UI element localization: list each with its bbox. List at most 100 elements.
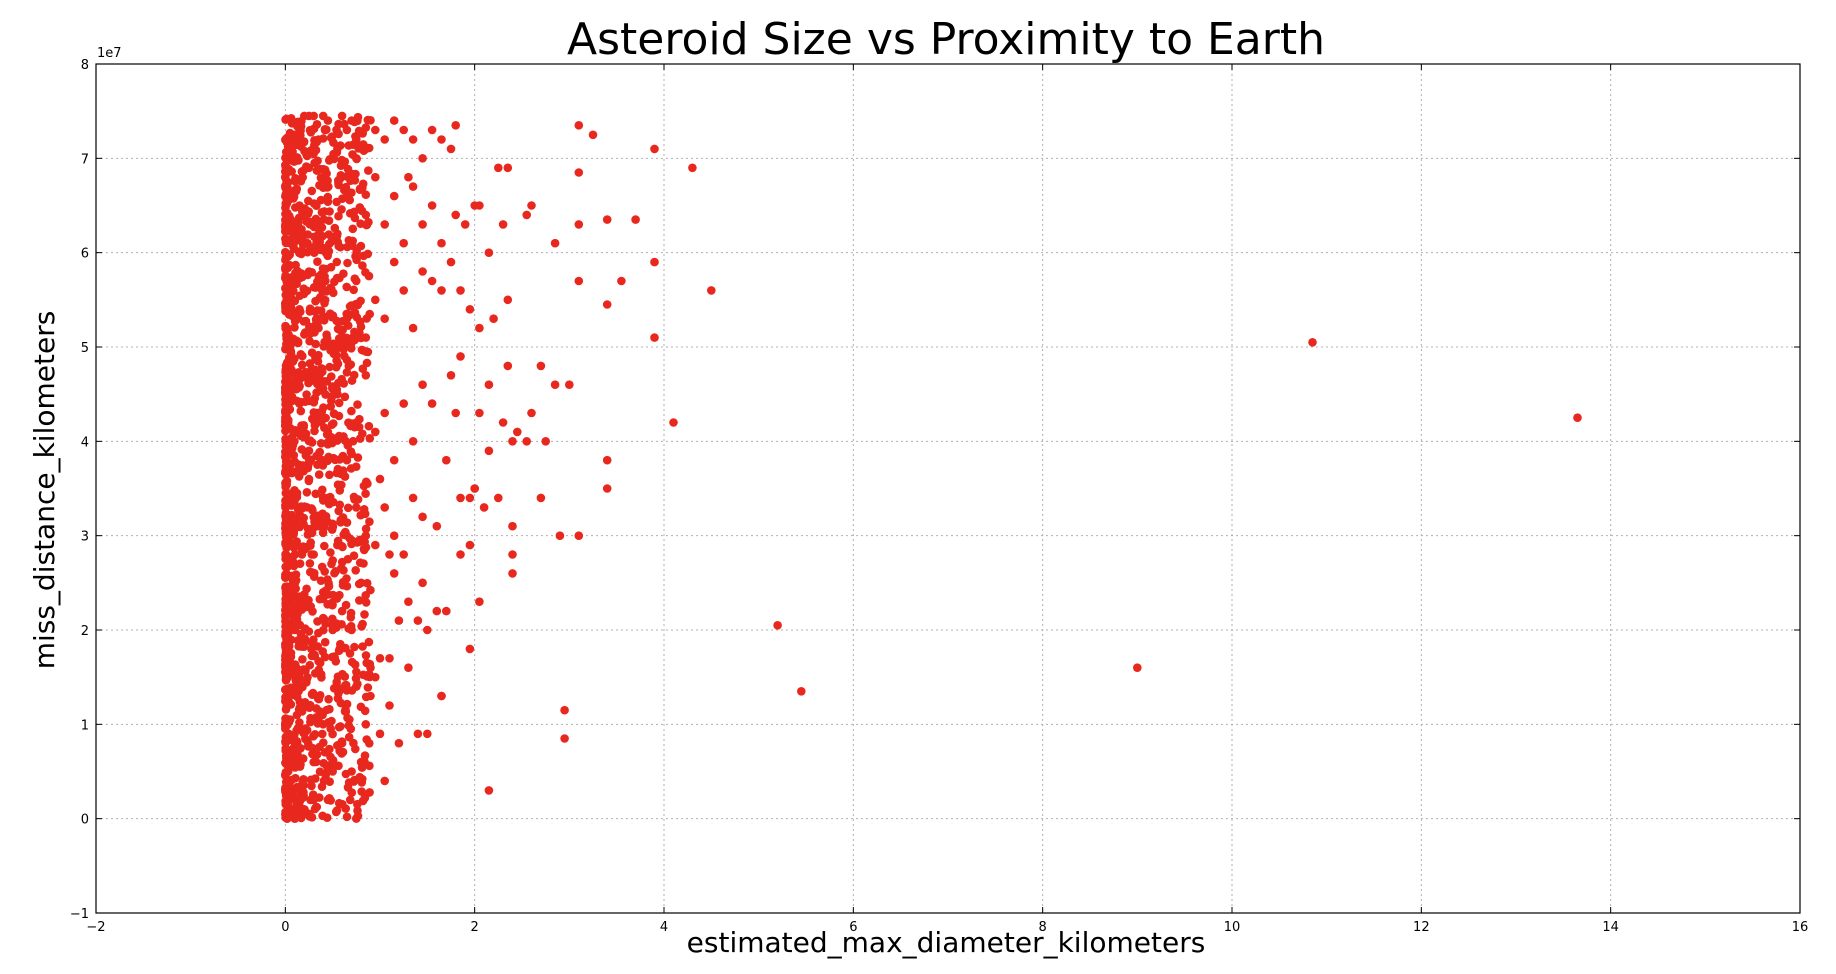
- data-point: [288, 233, 298, 242]
- x-tick-label: 8: [1039, 920, 1047, 935]
- data-point: [281, 199, 291, 208]
- data-point: [297, 249, 306, 259]
- data-point: [291, 773, 300, 783]
- data-point: [334, 241, 344, 251]
- data-point: [353, 453, 363, 462]
- data-point: [314, 470, 324, 479]
- data-point: [332, 125, 341, 135]
- data-point: [323, 192, 333, 202]
- data-point: [343, 258, 352, 268]
- data-point: [352, 814, 361, 823]
- data-point: [357, 778, 367, 787]
- data-point: [360, 610, 369, 619]
- data-point: [408, 182, 418, 191]
- data-point: [475, 597, 484, 606]
- data-point: [311, 145, 321, 155]
- data-point: [313, 156, 322, 166]
- data-point: [330, 568, 339, 578]
- data-point: [282, 605, 292, 614]
- data-point: [330, 455, 340, 465]
- data-point: [329, 419, 338, 428]
- data-point: [456, 352, 465, 361]
- data-point: [283, 639, 293, 649]
- data-point: [437, 286, 446, 295]
- data-point: [307, 186, 317, 196]
- data-point: [334, 689, 343, 698]
- data-point: [312, 137, 322, 147]
- data-point: [292, 184, 302, 194]
- data-point: [427, 201, 437, 210]
- data-point: [363, 249, 373, 259]
- data-point: [284, 717, 294, 727]
- data-point: [311, 489, 321, 499]
- data-point: [281, 812, 291, 821]
- y-tick-label: 1: [81, 718, 89, 733]
- data-point: [325, 362, 334, 372]
- data-point: [432, 521, 442, 531]
- data-point: [283, 165, 293, 174]
- data-point: [350, 117, 359, 127]
- data-point: [290, 496, 299, 506]
- data-point: [334, 798, 344, 808]
- data-point: [325, 777, 335, 786]
- data-point: [338, 513, 348, 522]
- data-point: [364, 637, 374, 647]
- data-point: [326, 133, 336, 142]
- data-point: [707, 286, 716, 295]
- data-point: [342, 574, 351, 583]
- data-point: [389, 531, 399, 540]
- x-tick-label: 12: [1413, 920, 1430, 935]
- data-point: [325, 207, 334, 216]
- data-point: [281, 134, 291, 144]
- data-point: [283, 448, 293, 458]
- data-point: [399, 238, 409, 248]
- data-point: [317, 782, 327, 791]
- data-point: [313, 306, 322, 315]
- data-point: [332, 594, 342, 603]
- data-point: [291, 467, 301, 476]
- data-point: [302, 390, 311, 399]
- data-point: [281, 676, 291, 685]
- data-point: [513, 427, 522, 437]
- data-point: [299, 289, 309, 299]
- data-point: [306, 217, 315, 227]
- data-point: [305, 559, 315, 568]
- data-point: [320, 637, 330, 647]
- data-point: [310, 394, 320, 403]
- data-point: [574, 168, 584, 177]
- data-point: [353, 400, 362, 409]
- data-point: [293, 671, 302, 680]
- data-point: [304, 436, 314, 446]
- data-point: [353, 799, 362, 809]
- data-point: [281, 390, 290, 399]
- data-point: [358, 364, 368, 374]
- data-point: [437, 691, 446, 701]
- data-point: [361, 524, 371, 534]
- data-point: [508, 569, 517, 578]
- data-point: [308, 688, 318, 698]
- data-point: [323, 438, 333, 447]
- data-point: [326, 283, 335, 293]
- data-point: [322, 430, 332, 439]
- data-point: [358, 642, 367, 651]
- data-point: [340, 707, 350, 716]
- data-point: [310, 804, 320, 814]
- data-point: [465, 305, 475, 314]
- data-point: [328, 384, 337, 393]
- y-tick-label: 8: [81, 58, 89, 73]
- data-point: [522, 210, 531, 220]
- data-point: [296, 809, 306, 819]
- data-point: [306, 602, 316, 611]
- data-point: [282, 694, 292, 704]
- x-tick-label: −2: [86, 920, 105, 935]
- data-point: [328, 600, 337, 610]
- data-point: [320, 523, 329, 532]
- y-tick-label: 2: [81, 624, 89, 639]
- data-point: [342, 282, 352, 292]
- data-point: [282, 339, 291, 349]
- data-point: [1133, 663, 1142, 672]
- data-point: [299, 466, 308, 476]
- data-point: [286, 397, 296, 407]
- data-point: [318, 492, 328, 502]
